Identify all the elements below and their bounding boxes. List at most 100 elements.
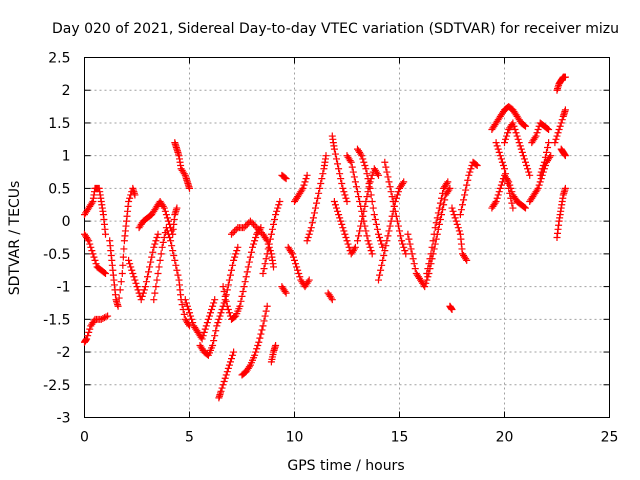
data-point xyxy=(344,240,352,248)
data-point xyxy=(267,230,275,238)
data-point xyxy=(299,184,307,192)
data-point xyxy=(434,209,442,217)
data-point xyxy=(347,158,355,166)
data-point xyxy=(422,279,430,287)
data-point xyxy=(158,243,166,251)
data-point xyxy=(503,132,511,140)
data-point xyxy=(518,148,526,156)
data-point xyxy=(248,219,256,227)
data-point xyxy=(253,345,261,353)
data-point xyxy=(173,266,181,274)
data-point xyxy=(400,178,408,186)
data-point xyxy=(141,283,149,291)
data-point xyxy=(358,217,366,225)
data-point xyxy=(271,216,279,223)
data-point xyxy=(362,165,370,173)
data-point xyxy=(547,152,555,160)
data-point xyxy=(159,238,167,246)
data-point xyxy=(455,227,463,235)
data-point xyxy=(263,302,271,310)
data-point xyxy=(526,171,534,179)
data-point xyxy=(295,270,303,277)
data-point xyxy=(445,186,453,194)
data-point xyxy=(170,252,178,259)
data-point xyxy=(146,263,154,271)
data-point xyxy=(435,220,443,228)
data-point xyxy=(245,363,253,371)
data-point xyxy=(509,119,517,127)
data-point xyxy=(520,203,528,211)
data-point xyxy=(349,168,357,176)
data-point xyxy=(309,214,317,222)
data-point xyxy=(348,163,356,171)
y-tick-label: 0.5 xyxy=(48,181,70,197)
data-point xyxy=(425,260,433,268)
data-point xyxy=(448,306,456,313)
data-point xyxy=(466,168,474,176)
data-point xyxy=(536,171,544,179)
data-point xyxy=(118,270,126,277)
data-point xyxy=(187,312,195,320)
data-point xyxy=(392,194,400,202)
data-point xyxy=(343,198,351,205)
data-point xyxy=(354,237,361,245)
data-point xyxy=(252,348,260,356)
data-point xyxy=(368,250,376,258)
data-point xyxy=(424,265,432,273)
data-point xyxy=(203,319,211,327)
data-point xyxy=(102,313,110,321)
data-point xyxy=(387,188,395,196)
data-point xyxy=(239,288,247,295)
data-point xyxy=(342,234,350,241)
data-point xyxy=(439,206,447,214)
data-point xyxy=(402,250,410,258)
data-point xyxy=(501,165,508,173)
data-point xyxy=(520,121,528,129)
data-point xyxy=(446,184,454,192)
data-point xyxy=(144,273,151,281)
data-point xyxy=(397,232,405,240)
data-point xyxy=(496,152,504,160)
data-point xyxy=(556,122,564,130)
y-tick-label: -2.5 xyxy=(43,378,70,394)
data-point xyxy=(252,234,260,241)
data-point xyxy=(537,168,545,176)
data-point xyxy=(256,227,264,235)
data-point xyxy=(241,278,249,286)
data-point xyxy=(382,242,390,250)
data-point xyxy=(225,276,233,284)
data-point xyxy=(155,263,163,271)
data-point xyxy=(174,271,182,279)
data-point xyxy=(212,327,220,335)
data-points xyxy=(81,73,569,402)
data-point xyxy=(117,278,125,286)
data-point xyxy=(365,240,373,248)
data-point xyxy=(224,281,232,289)
x-tick-label: 5 xyxy=(185,430,194,446)
data-point xyxy=(228,230,235,238)
data-point xyxy=(378,261,386,269)
data-point xyxy=(497,181,505,189)
data-point xyxy=(262,307,270,315)
data-point xyxy=(452,217,460,225)
data-point xyxy=(145,268,153,276)
data-point xyxy=(262,255,270,263)
data-point xyxy=(247,248,255,256)
data-point xyxy=(467,165,475,173)
data-point xyxy=(149,248,157,256)
data-point xyxy=(370,211,378,219)
data-point xyxy=(160,204,168,212)
data-point xyxy=(545,139,553,147)
data-point xyxy=(536,178,544,186)
data-point xyxy=(86,240,94,248)
data-point xyxy=(427,250,435,258)
data-point xyxy=(433,214,441,222)
data-point xyxy=(331,201,339,209)
data-point xyxy=(342,194,350,202)
data-point xyxy=(497,155,505,163)
data-point xyxy=(256,334,264,342)
data-point xyxy=(242,222,250,230)
data-point xyxy=(268,225,276,233)
data-point xyxy=(333,204,340,212)
data-point xyxy=(167,237,175,245)
